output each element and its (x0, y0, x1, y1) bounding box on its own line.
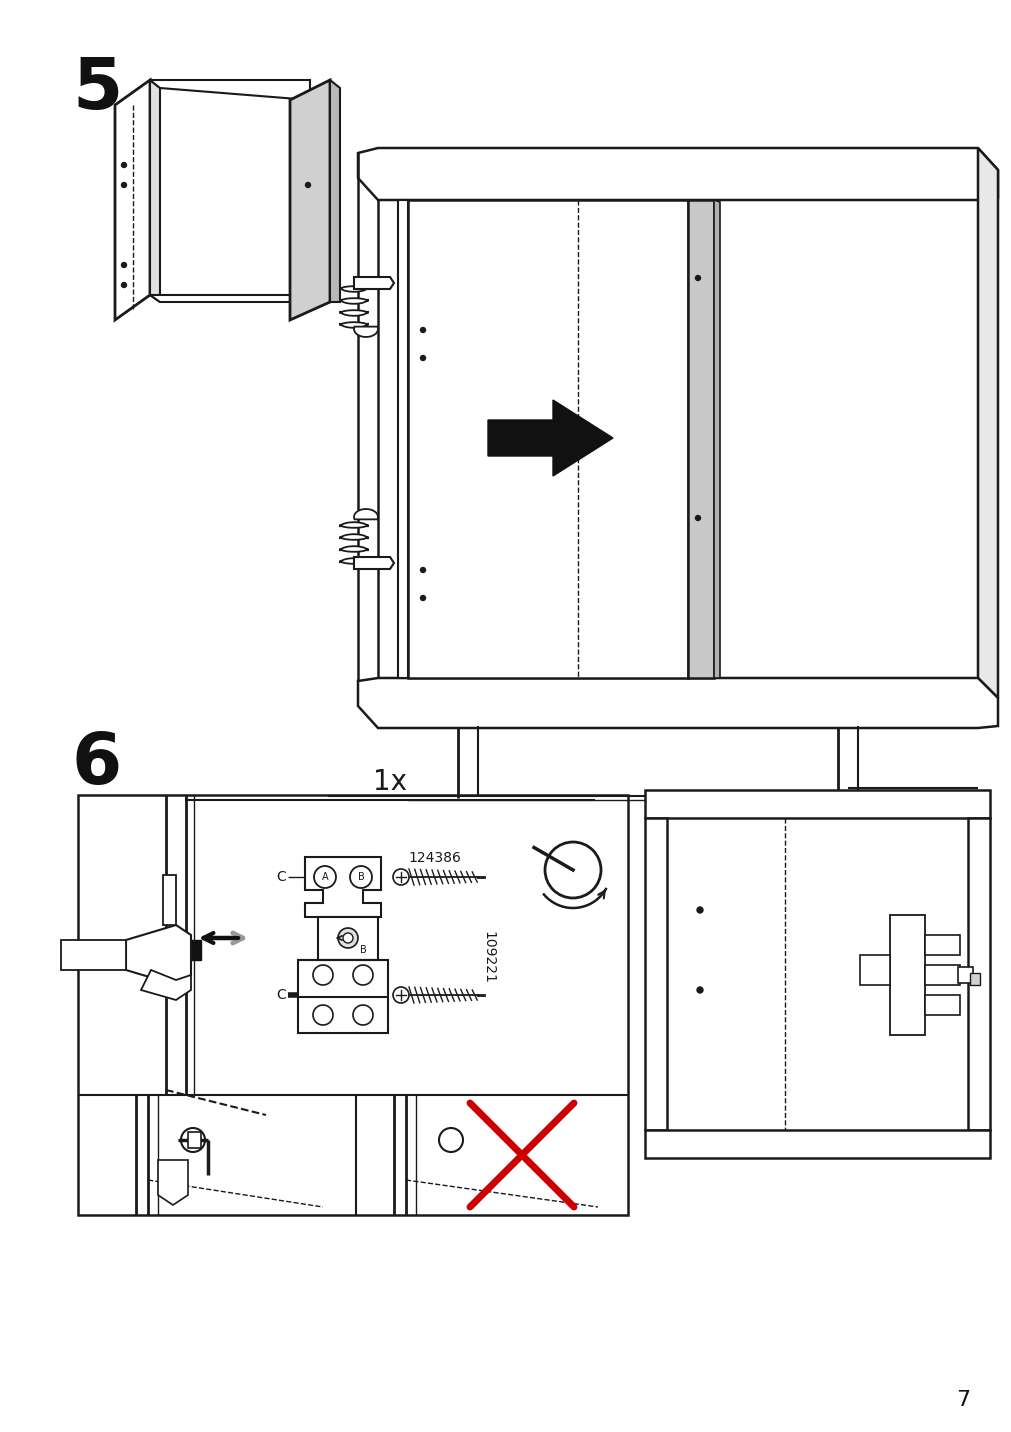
Circle shape (695, 275, 700, 281)
Polygon shape (977, 147, 997, 697)
Text: C: C (276, 871, 285, 884)
Circle shape (121, 162, 126, 168)
Polygon shape (340, 546, 368, 551)
Bar (78, 795, 628, 1214)
Polygon shape (340, 286, 368, 292)
Circle shape (697, 987, 703, 992)
Circle shape (353, 965, 373, 985)
Polygon shape (354, 326, 378, 337)
Polygon shape (340, 322, 368, 328)
Polygon shape (354, 508, 378, 520)
Polygon shape (115, 80, 150, 319)
Circle shape (350, 866, 372, 888)
Circle shape (121, 262, 126, 268)
Circle shape (545, 842, 601, 898)
Bar (957, 967, 972, 982)
Polygon shape (407, 200, 687, 677)
Polygon shape (644, 818, 666, 1130)
Polygon shape (358, 677, 997, 727)
Text: 124386: 124386 (407, 851, 460, 865)
Text: B: B (359, 945, 366, 955)
Polygon shape (859, 955, 889, 985)
Polygon shape (141, 969, 191, 1000)
Text: 7: 7 (955, 1390, 969, 1411)
Text: 5: 5 (72, 54, 122, 125)
Polygon shape (340, 534, 368, 540)
Polygon shape (924, 935, 959, 955)
Circle shape (439, 1128, 463, 1151)
Polygon shape (644, 1130, 989, 1158)
Polygon shape (150, 80, 160, 302)
Circle shape (392, 987, 408, 1002)
Polygon shape (340, 523, 368, 528)
Polygon shape (330, 80, 340, 302)
Polygon shape (304, 856, 380, 916)
Polygon shape (687, 200, 714, 677)
Circle shape (343, 934, 353, 944)
Polygon shape (340, 298, 368, 304)
Circle shape (421, 355, 425, 361)
Polygon shape (340, 311, 368, 316)
Circle shape (121, 282, 126, 288)
Text: 6: 6 (72, 730, 122, 799)
Polygon shape (354, 557, 393, 569)
Polygon shape (290, 80, 330, 319)
Circle shape (121, 182, 126, 188)
Circle shape (392, 869, 408, 885)
Polygon shape (150, 80, 309, 100)
Circle shape (421, 328, 425, 332)
Polygon shape (358, 147, 997, 200)
Circle shape (421, 596, 425, 600)
Polygon shape (397, 200, 407, 677)
Polygon shape (889, 915, 924, 1035)
Bar (191, 939, 201, 959)
Polygon shape (924, 995, 959, 1015)
Text: 109221: 109221 (480, 931, 494, 984)
Circle shape (353, 1005, 373, 1025)
Circle shape (313, 866, 336, 888)
Polygon shape (150, 295, 309, 302)
Polygon shape (297, 959, 387, 1032)
Circle shape (697, 906, 703, 914)
Circle shape (312, 1005, 333, 1025)
Polygon shape (126, 925, 191, 985)
Circle shape (695, 516, 700, 520)
Polygon shape (487, 400, 613, 475)
Polygon shape (61, 939, 126, 969)
Polygon shape (644, 790, 989, 818)
Text: 1x: 1x (373, 768, 406, 796)
Polygon shape (163, 875, 176, 925)
Circle shape (421, 567, 425, 573)
Polygon shape (354, 276, 393, 289)
Polygon shape (188, 1133, 201, 1148)
Circle shape (181, 1128, 205, 1151)
Polygon shape (158, 1160, 188, 1204)
Polygon shape (340, 558, 368, 564)
Circle shape (312, 965, 333, 985)
Polygon shape (924, 965, 959, 985)
Circle shape (338, 928, 358, 948)
Polygon shape (317, 916, 378, 959)
Text: A: A (321, 872, 328, 882)
Polygon shape (968, 818, 989, 1130)
Text: B: B (357, 872, 364, 882)
Text: C: C (276, 988, 285, 1002)
Polygon shape (714, 200, 719, 677)
Bar (969, 972, 979, 985)
Circle shape (305, 182, 310, 188)
